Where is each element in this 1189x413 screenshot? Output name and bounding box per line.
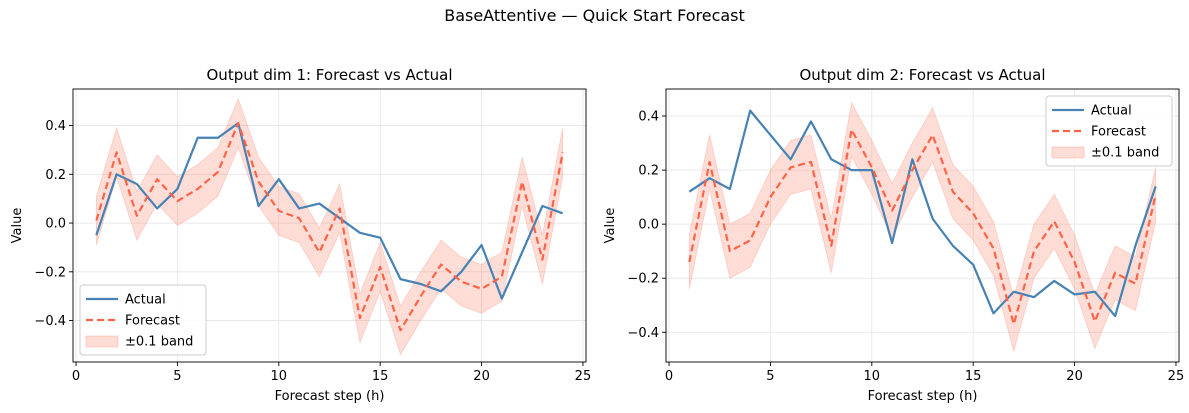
- x-tick-label: 25: [1168, 369, 1185, 384]
- y-tick-label: 0.2: [638, 164, 659, 179]
- x-axis-title: Forecast step (h): [868, 389, 978, 404]
- y-tick-label: 0.4: [45, 119, 66, 134]
- y-tick-label: 0.0: [638, 218, 659, 233]
- y-tick-label: −0.2: [627, 272, 659, 287]
- x-tick-label: 0: [665, 369, 673, 384]
- x-tick-label: 5: [766, 369, 774, 384]
- y-tick-label: 0.0: [45, 217, 66, 232]
- y-axis-title: Value: [603, 208, 618, 244]
- legend-band-label: ±0.1 band: [1091, 146, 1159, 161]
- y-tick-label: 0.2: [45, 168, 66, 183]
- actual-series-line: [95, 122, 564, 300]
- x-tick-label: 25: [575, 369, 592, 384]
- legend-box: [1045, 95, 1173, 167]
- axes-frame: [72, 88, 587, 363]
- figure-suptitle: BaseAttentive — Quick Start Forecast: [444, 6, 745, 25]
- y-tick-label: −0.2: [34, 265, 66, 280]
- legend-band-swatch: [1051, 146, 1085, 159]
- forecast-series-line: [688, 128, 1157, 326]
- legend-forecast-label: Forecast: [125, 314, 180, 329]
- legend-actual-label: Actual: [1091, 104, 1132, 119]
- legend-box: [79, 284, 207, 356]
- y-tick-label: −0.4: [627, 326, 659, 341]
- legend: Actual Forecast ±0.1 band: [1045, 95, 1173, 167]
- panel-title: Output dim 1: Forecast vs Actual: [207, 66, 453, 84]
- legend-band-swatch: [85, 335, 119, 348]
- x-tick-label: 10: [864, 369, 881, 384]
- x-tick-label: 20: [473, 369, 490, 384]
- legend: Actual Forecast ±0.1 band: [79, 284, 207, 356]
- legend-forecast-label: Forecast: [1091, 125, 1146, 140]
- y-axis-title: Value: [10, 208, 25, 244]
- chart-panel-2: 0 5 10 15 20 25 −0.4 −0.2 0.0 0.2 0.4 Output dim 2:…: [603, 66, 1184, 404]
- legend-actual-label: Actual: [125, 293, 166, 308]
- x-tick-label: 20: [1066, 369, 1083, 384]
- forecast-band: [688, 101, 1157, 353]
- x-tick-label: 10: [271, 369, 288, 384]
- x-tick-label: 15: [965, 369, 982, 384]
- legend-band-label: ±0.1 band: [125, 335, 193, 350]
- panel-title: Output dim 2: Forecast vs Actual: [800, 66, 1046, 84]
- axes-frame: [665, 88, 1180, 363]
- actual-series-line: [688, 109, 1157, 318]
- y-tick-label: −0.4: [34, 314, 66, 329]
- x-tick-label: 0: [72, 369, 80, 384]
- forecast-band: [95, 97, 564, 356]
- chart-panel-1: 0 5 10 15 20 25 −0.4 −0.2 0.0 0.2 0.4 Output dim 1:…: [10, 66, 591, 404]
- x-axis-title: Forecast step (h): [275, 389, 385, 404]
- x-tick-label: 15: [372, 369, 389, 384]
- y-tick-label: 0.4: [638, 110, 659, 125]
- x-tick-label: 5: [173, 369, 181, 384]
- forecast-series-line: [95, 122, 564, 332]
